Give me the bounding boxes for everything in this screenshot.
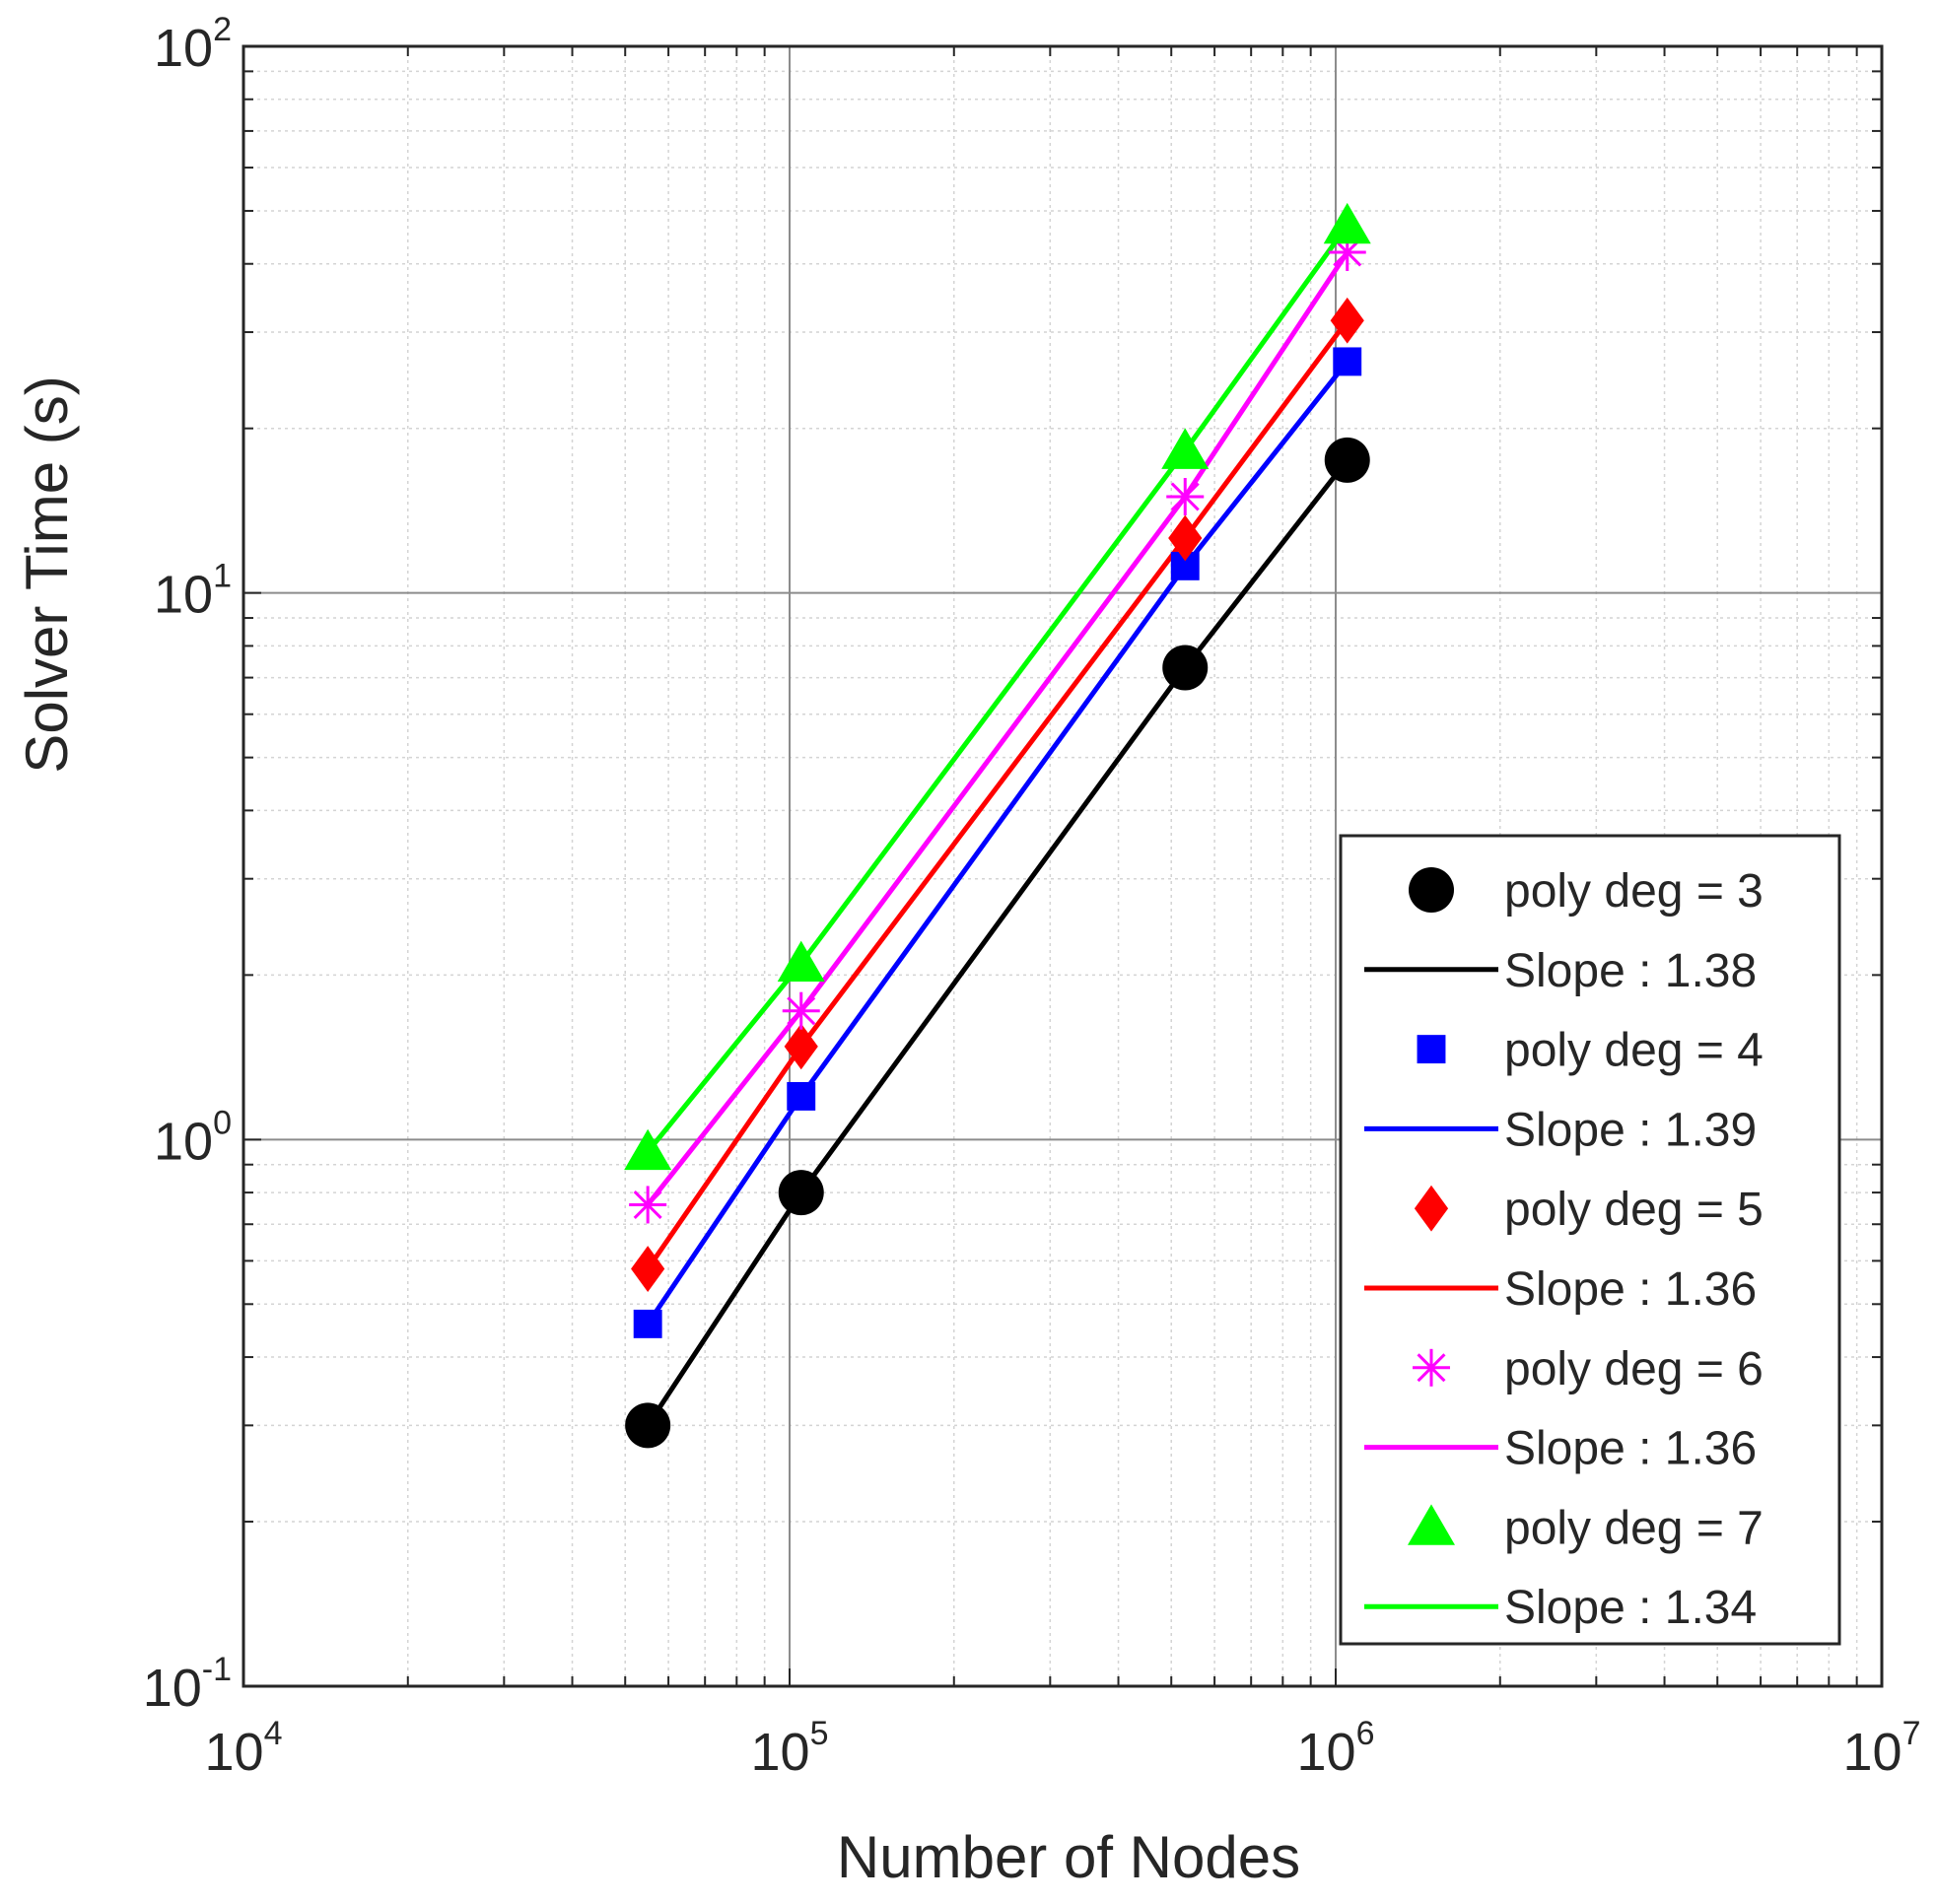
- y-axis-title: Solver Time (s): [14, 375, 80, 773]
- fit-line-series-5: [646, 224, 1349, 1154]
- data-point-series-3: [784, 1023, 818, 1070]
- data-point-series-4: [1166, 477, 1205, 515]
- legend-marker-series-4: [1413, 1348, 1450, 1387]
- fit-line-series-1: [646, 458, 1349, 1427]
- data-point-series-4: [629, 1186, 667, 1224]
- x-tick-label: 107: [1843, 1715, 1921, 1782]
- legend-slope-label-series-4: Slope : 1.36: [1504, 1423, 1757, 1475]
- legend-slope-label-series-5: Slope : 1.34: [1504, 1582, 1757, 1634]
- legend-marker-series-1: [1409, 867, 1454, 913]
- data-point-series-5: [1323, 202, 1371, 244]
- fit-line-series-2: [646, 360, 1349, 1326]
- data-point-series-1: [1324, 437, 1370, 483]
- plot-frame: [242, 44, 1884, 1688]
- legend-marker-series-5: [1408, 1504, 1455, 1545]
- y-tick-label: 102: [154, 11, 232, 78]
- x-tick-labels: 104 105 106 107: [205, 1715, 1921, 1782]
- data-point-series-5: [1161, 428, 1210, 469]
- legend-label-series-4: poly deg = 6: [1504, 1343, 1764, 1395]
- data-point-series-1: [778, 1170, 824, 1216]
- y-tick-label: 10-1: [143, 1651, 232, 1718]
- x-tick-label: 105: [751, 1715, 829, 1782]
- y-tick-label: 100: [154, 1104, 232, 1171]
- legend-label-series-2: poly deg = 4: [1504, 1025, 1764, 1077]
- y-tick-label: 101: [154, 558, 232, 625]
- data-point-series-2: [633, 1309, 662, 1338]
- legend-slope-label-series-2: Slope : 1.39: [1504, 1104, 1757, 1156]
- series-lines: [646, 224, 1349, 1427]
- data-point-series-2: [1333, 347, 1362, 376]
- legend-label-series-3: poly deg = 5: [1504, 1184, 1764, 1236]
- legend-slope-label-series-1: Slope : 1.38: [1504, 945, 1757, 997]
- legend-marker-series-2: [1417, 1035, 1446, 1064]
- data-point-series-3: [1330, 297, 1364, 344]
- fit-line-series-3: [646, 318, 1349, 1270]
- data-point-series-2: [787, 1081, 816, 1111]
- x-tick-label: 106: [1297, 1715, 1375, 1782]
- data-point-series-5: [777, 940, 825, 983]
- legend-marker-series-3: [1414, 1185, 1449, 1232]
- data-point-series-1: [1162, 645, 1209, 691]
- legend-label-series-1: poly deg = 3: [1504, 865, 1764, 918]
- legend: poly deg = 3 Slope : 1.38 poly deg = 4 Slop…: [1339, 834, 1841, 1646]
- data-point-series-4: [782, 991, 820, 1030]
- data-point-series-5: [624, 1128, 672, 1171]
- data-point-series-3: [631, 1246, 665, 1292]
- series-markers: [624, 202, 1371, 1449]
- data-point-series-3: [1168, 514, 1203, 562]
- legend-label-series-5: poly deg = 7: [1504, 1502, 1764, 1554]
- x-tick-label: 104: [205, 1715, 283, 1782]
- fit-line-series-4: [646, 250, 1349, 1206]
- x-axis-title: Number of Nodes: [837, 1824, 1300, 1890]
- y-tick-labels: 10-1 100 101 102: [143, 11, 232, 1718]
- data-point-series-1: [625, 1402, 671, 1449]
- legend-slope-label-series-3: Slope : 1.36: [1504, 1263, 1757, 1316]
